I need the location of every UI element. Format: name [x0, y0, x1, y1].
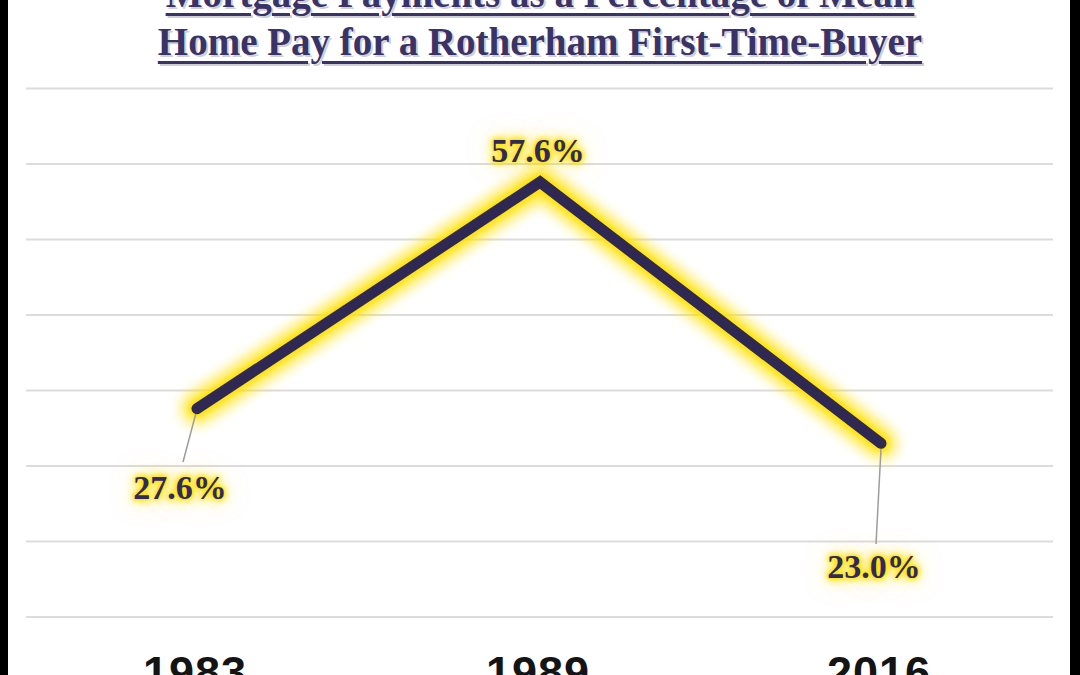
x-axis-label-2016: 2016 [827, 650, 931, 675]
chart-canvas: Mortgage Payments as a Percentage of Mea… [0, 0, 1080, 675]
series-line-glow-inner [197, 182, 881, 443]
leader-line [876, 449, 881, 544]
series-line-glow-outer [197, 182, 881, 443]
x-axis-label-1989: 1989 [486, 650, 590, 675]
data-label-2016: 23.0% [827, 548, 921, 586]
x-axis-label-1983: 1983 [143, 650, 247, 675]
data-label-1983: 27.6% [133, 469, 227, 507]
series-line [197, 182, 881, 443]
data-label-1989: 57.6% [491, 132, 585, 170]
